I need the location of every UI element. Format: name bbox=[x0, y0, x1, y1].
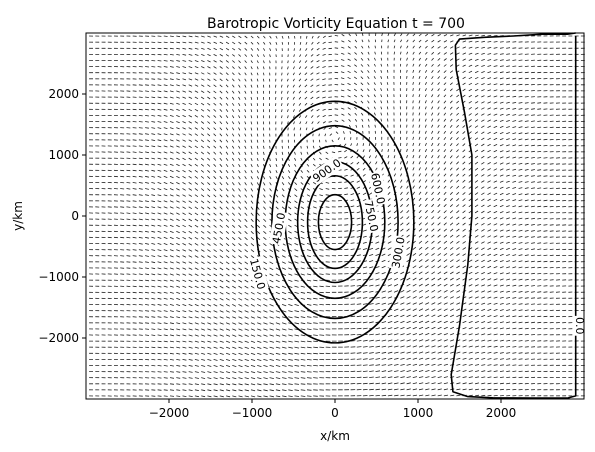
contour-label: 300.0 bbox=[389, 236, 407, 269]
contour-label-knockout bbox=[268, 210, 289, 246]
contour-label-knockout bbox=[388, 235, 408, 271]
contour-label-group: 300.0 bbox=[388, 235, 408, 271]
plot-area-frame bbox=[85, 32, 585, 400]
contour-label: 750.0 bbox=[361, 199, 380, 233]
vorticity-contours bbox=[255, 32, 577, 399]
contour-ring-300 bbox=[271, 124, 399, 320]
contour-label-knockout bbox=[309, 155, 345, 186]
y-tick-label: −2000 bbox=[38, 331, 79, 345]
x-axis: −2000 −1000 0 1000 2000 bbox=[149, 399, 517, 420]
y-tick-label: −1000 bbox=[38, 270, 79, 284]
y-axis-label: y/km bbox=[11, 201, 25, 231]
contour-ring-600 bbox=[296, 160, 374, 284]
contour-label-group: 450.0 bbox=[268, 210, 289, 246]
velocity-vector-field bbox=[89, 33, 585, 398]
contour-ring-750 bbox=[306, 174, 364, 270]
chart-title: Barotropic Vorticity Equation t = 700 bbox=[207, 16, 465, 32]
y-tick-label: 2000 bbox=[48, 87, 79, 101]
contour-label-group: 150.0 bbox=[246, 256, 269, 292]
contour-label-knockout bbox=[367, 170, 389, 207]
velocity-arrows bbox=[89, 33, 585, 398]
contour-label-knockout bbox=[361, 198, 382, 234]
contour-ring-150 bbox=[255, 100, 415, 344]
x-tick-label: −2000 bbox=[149, 406, 190, 420]
contour-label: 900.0 bbox=[310, 156, 343, 185]
contour-zero bbox=[450, 32, 577, 399]
x-tick-label: 2000 bbox=[486, 406, 517, 420]
contour-label-group: 0.0 bbox=[572, 315, 587, 336]
y-axis: 2000 1000 0 −1000 −2000 bbox=[38, 87, 86, 345]
x-tick-label: 0 bbox=[331, 406, 339, 420]
y-tick-label: 0 bbox=[71, 209, 79, 223]
x-tick-label: −1000 bbox=[232, 406, 273, 420]
x-axis-label: x/km bbox=[320, 429, 350, 443]
x-tick-label: 1000 bbox=[403, 406, 434, 420]
contour-label-knockout bbox=[572, 315, 587, 336]
contour-label: 0.0 bbox=[573, 317, 586, 335]
contour-label-knockout bbox=[246, 256, 269, 292]
contour-label: 450.0 bbox=[270, 212, 288, 245]
contour-label: 600.0 bbox=[368, 172, 387, 206]
contour-label-group: 750.0 bbox=[361, 198, 382, 234]
contour-ring-900 bbox=[317, 193, 353, 251]
contour-label-group: 600.0 bbox=[367, 170, 389, 207]
y-tick-label: 1000 bbox=[48, 148, 79, 162]
